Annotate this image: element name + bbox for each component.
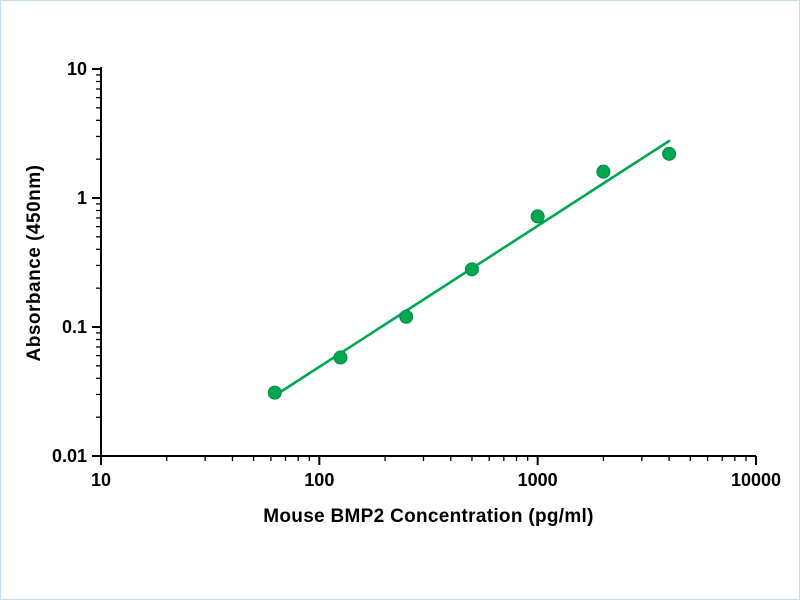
x-tick-label: 100 (304, 470, 334, 490)
x-tick-label: 10 (91, 470, 111, 490)
data-point (662, 146, 677, 161)
data-point (464, 262, 479, 277)
data-point (596, 164, 611, 179)
x-tick-label: 10000 (731, 470, 781, 490)
data-point (530, 209, 545, 224)
y-axis-label: Absorbance (450nm) (24, 164, 45, 362)
y-tick-label: 0.1 (62, 317, 87, 337)
data-point (399, 309, 414, 324)
x-tick-label: 1000 (518, 470, 558, 490)
x-axis-label: Mouse BMP2 Concentration (pg/ml) (263, 506, 594, 527)
data-point (267, 385, 282, 400)
y-tick-label: 1 (77, 188, 87, 208)
y-tick-label: 10 (67, 59, 87, 79)
y-tick-label: 0.01 (52, 446, 87, 466)
data-point (333, 350, 348, 365)
